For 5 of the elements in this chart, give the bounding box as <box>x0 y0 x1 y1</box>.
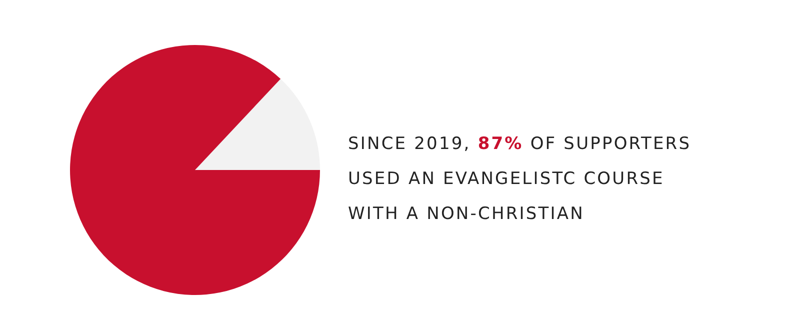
text: SINCE 2019, 87% OF SUPPORTERS <box>348 134 692 154</box>
text: WITH A NON-CHRISTIAN <box>348 204 584 224</box>
pie-slice <box>70 45 320 295</box>
pie-slice <box>195 78 320 170</box>
text: USED AN EVANGELISTC COURSE <box>348 169 664 189</box>
